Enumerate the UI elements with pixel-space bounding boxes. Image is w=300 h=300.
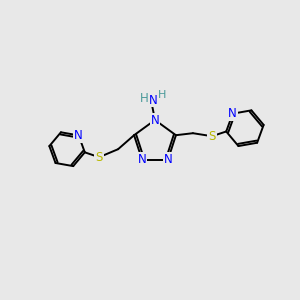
Text: N: N	[74, 129, 83, 142]
Text: N: N	[151, 113, 159, 127]
Text: S: S	[208, 130, 216, 143]
Text: N: N	[228, 107, 237, 120]
Text: H: H	[158, 90, 166, 100]
Text: H: H	[140, 92, 148, 104]
Text: N: N	[138, 153, 146, 166]
Text: S: S	[95, 151, 103, 164]
Text: N: N	[164, 153, 172, 166]
Text: N: N	[148, 94, 158, 106]
